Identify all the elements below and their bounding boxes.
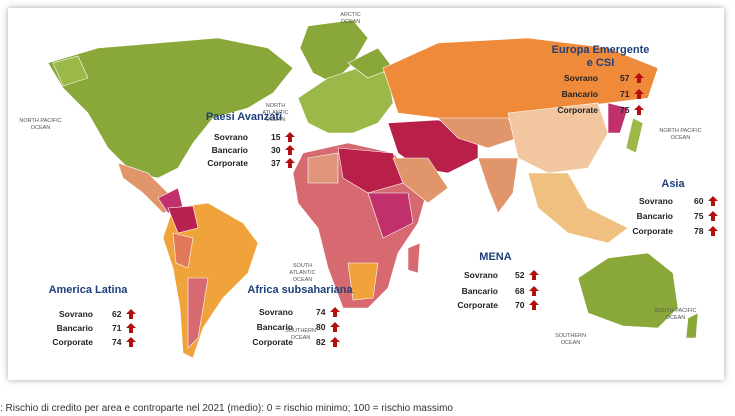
arrow-shape [330, 337, 340, 347]
row-label: Bancario [256, 322, 293, 332]
row-label: Bancario [561, 89, 598, 99]
row-value: 62 [112, 309, 122, 319]
row-label: Bancario [211, 145, 248, 155]
ocean-label: SOUTHERN OCEAN [285, 328, 316, 341]
row-value: 15 [271, 132, 281, 142]
arrow-shape [634, 73, 644, 83]
up-arrow [285, 158, 295, 168]
row-value: 37 [271, 158, 281, 168]
arrow-shape [529, 286, 539, 296]
row-label: Corporate [557, 105, 598, 115]
row-value: 60 [694, 196, 704, 206]
ocean-label: NORTH ATLANTIC OCEAN [262, 103, 289, 123]
up-arrow [529, 286, 539, 296]
up-arrow [708, 196, 718, 206]
row-label: Sovrano [213, 132, 248, 142]
row-label: Sovrano [58, 309, 93, 319]
row-value: 75 [620, 105, 630, 115]
up-arrow [330, 307, 340, 317]
row-label: Corporate [207, 158, 248, 168]
arrow-shape [126, 323, 136, 333]
arrow-shape [285, 145, 295, 155]
arrow-shape [330, 322, 340, 332]
up-arrow [634, 73, 644, 83]
region-title: Europa Emergente e CSI [551, 44, 650, 69]
row-value: 75 [694, 211, 704, 221]
row-value: 68 [515, 286, 525, 296]
up-arrow [126, 337, 136, 347]
up-arrow [330, 322, 340, 332]
ocean-label: SOUTH ATLANTIC OCEAN [289, 263, 316, 283]
arrow-shape [529, 270, 539, 280]
row-label: Sovrano [258, 307, 293, 317]
row-label: Bancario [636, 211, 673, 221]
row-value: 30 [271, 145, 281, 155]
row-label: Bancario [56, 323, 93, 333]
up-arrow [126, 309, 136, 319]
ocean-label: NORTH PACIFIC OCEAN [19, 118, 62, 131]
arrow-shape [708, 196, 718, 206]
arrow-shape [285, 158, 295, 168]
row-value: 80 [316, 322, 326, 332]
row-value: 74 [112, 337, 122, 347]
row-label: Bancario [461, 286, 498, 296]
up-arrow [285, 145, 295, 155]
up-arrow [708, 211, 718, 221]
arrow-shape [529, 300, 539, 310]
row-label: Sovrano [463, 270, 498, 280]
world-map [47, 19, 699, 359]
region-title: MENA [479, 251, 512, 263]
region-title: Africa subsahariana [247, 284, 353, 296]
up-arrow [330, 337, 340, 347]
row-value: 70 [515, 300, 525, 310]
ocean-label: ARCTIC OCEAN [340, 12, 361, 25]
up-arrow [529, 300, 539, 310]
row-value: 52 [515, 270, 525, 280]
ocean-label: NORTH PACIFIC OCEAN [659, 128, 702, 141]
arrow-shape [126, 337, 136, 347]
arrow-shape [634, 105, 644, 115]
row-label: Sovrano [638, 196, 673, 206]
up-arrow [529, 270, 539, 280]
row-value: 74 [316, 307, 326, 317]
up-arrow [634, 105, 644, 115]
row-label: Corporate [457, 300, 498, 310]
up-arrow [126, 323, 136, 333]
region-title: Paesi Avanzati [205, 111, 283, 123]
row-label: Corporate [632, 226, 673, 236]
row-value: 57 [620, 73, 630, 83]
caption: : Rischio di credito per area e contropa… [0, 403, 453, 414]
arrow-shape [708, 226, 718, 236]
arrow-shape [634, 89, 644, 99]
arrow-shape [708, 211, 718, 221]
row-label: Corporate [52, 337, 93, 347]
row-label: Sovrano [563, 73, 598, 83]
arrow-shape [330, 307, 340, 317]
row-label: Corporate [252, 337, 293, 347]
ocean-label: SOUTHERN OCEAN [555, 333, 586, 346]
ocean-label: SOUTH PACIFIC OCEAN [654, 308, 697, 321]
up-arrow [634, 89, 644, 99]
map-frame: Paesi Avanzati Sovrano 15 Bancario 30 Corpora… [8, 8, 724, 380]
arrow-shape [126, 309, 136, 319]
row-value: 71 [620, 89, 630, 99]
region-title: Asia [661, 178, 685, 190]
up-arrow [708, 226, 718, 236]
row-value: 71 [112, 323, 122, 333]
region-title: America Latina [48, 284, 128, 296]
row-value: 82 [316, 337, 326, 347]
row-value: 78 [694, 226, 704, 236]
up-arrow [285, 132, 295, 142]
arrow-shape [285, 132, 295, 142]
